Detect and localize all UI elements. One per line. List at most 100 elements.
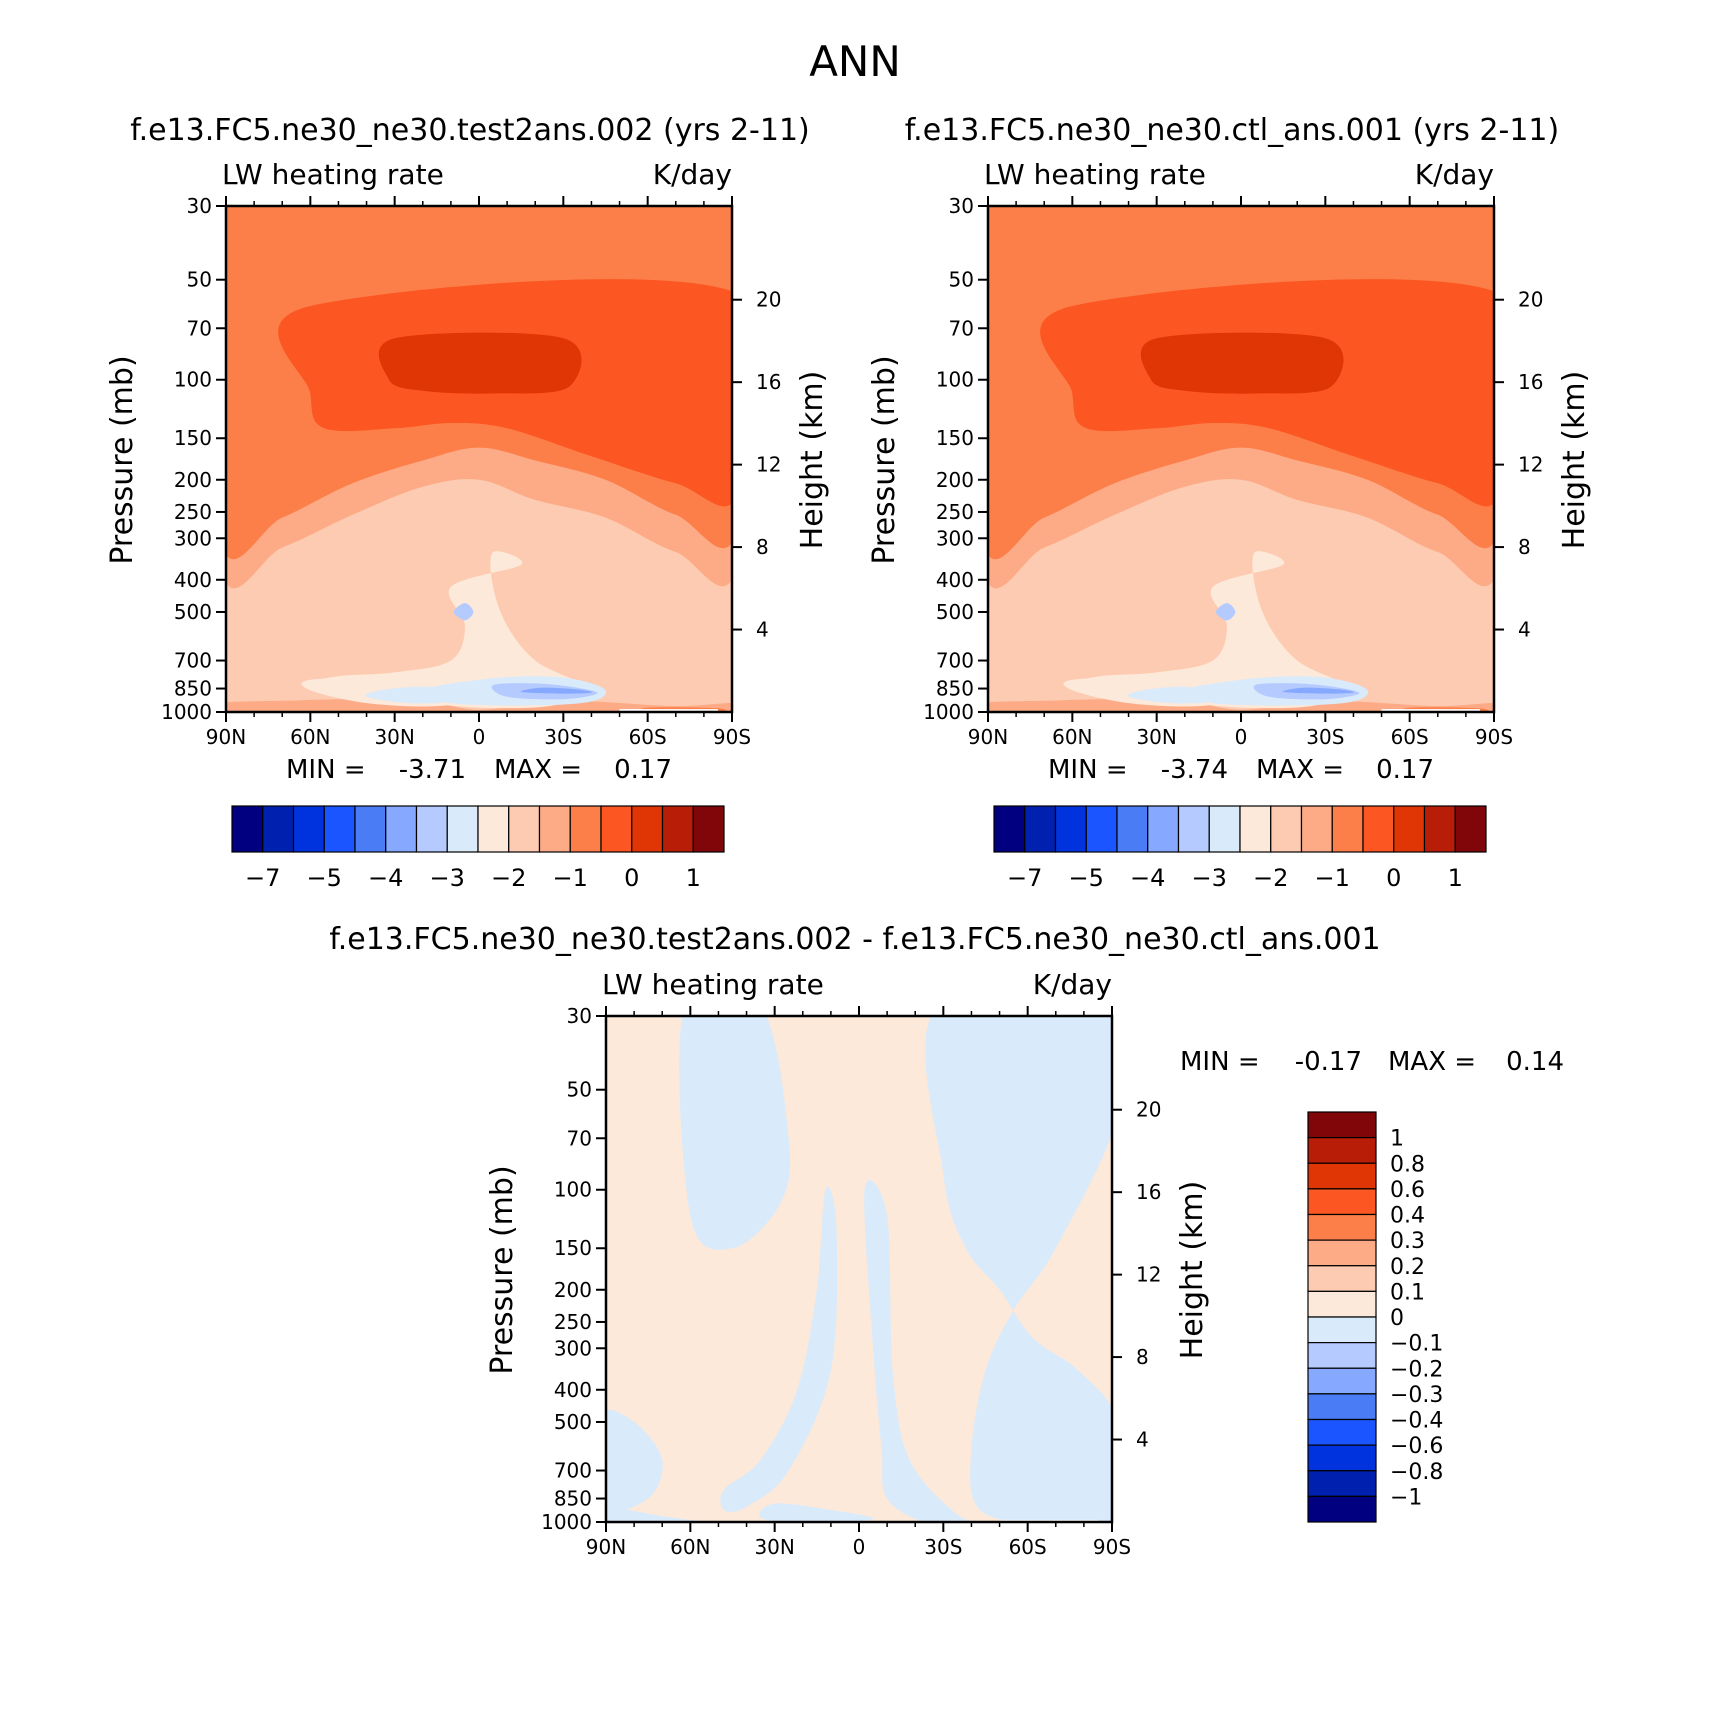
y-tick-label: 500: [554, 1410, 592, 1434]
colorbar-swatch: [262, 805, 295, 853]
colorbar-label: −0.6: [1390, 1434, 1443, 1459]
y-tick-label: 30: [567, 1004, 592, 1028]
y2-tick-label: 12: [1136, 1263, 1161, 1287]
y2-tick-label: 12: [1518, 453, 1543, 477]
panel-diff-max-value: 0.14: [1506, 1047, 1564, 1077]
panel-diff-ylabel: Pressure (mb): [485, 1165, 520, 1374]
colorbar-label: 0.1: [1390, 1280, 1425, 1305]
contour-fill: [759, 1503, 874, 1522]
colorbar-swatch: [1307, 1239, 1377, 1267]
contour-fill: [925, 1016, 1112, 1522]
y-tick-label: 70: [949, 316, 974, 340]
y-tick-label: 100: [554, 1178, 592, 1202]
y-tick-label: 1000: [541, 1510, 592, 1534]
contour-fill: [1140, 332, 1344, 394]
y-tick-label: 300: [554, 1336, 592, 1360]
panel-diff-min-label: MIN =: [1180, 1047, 1260, 1077]
x-tick-label: 60N: [1052, 725, 1092, 749]
colorbar-swatch: [1147, 805, 1180, 853]
colorbar-label: 0: [1386, 864, 1401, 892]
y-tick-label: 850: [554, 1487, 592, 1511]
contour-fill: [226, 699, 732, 712]
panel-test-field: [226, 206, 732, 712]
colorbar-swatch: [1116, 805, 1149, 853]
colorbar-label: −0.2: [1390, 1357, 1443, 1382]
colorbar-swatch: [1239, 805, 1272, 853]
x-tick-label: 30S: [924, 1535, 962, 1559]
y-tick-label: 500: [174, 600, 212, 624]
panel-ctl-axes: 90N 60N 30N 0 30S 60S 90S 30 50 70 100 150 200 250300…: [923, 194, 1543, 749]
colorbar-swatch: [354, 805, 387, 853]
y-tick-label: 850: [174, 677, 212, 701]
colorbar-label: −0.8: [1390, 1460, 1443, 1485]
panel-ctl-min-value: -3.74: [1161, 755, 1228, 785]
y-tick-label: 400: [174, 568, 212, 592]
y2-tick-label: 8: [1518, 535, 1531, 559]
contour-fill: [1215, 603, 1236, 621]
contour-fill: [310, 551, 593, 709]
colorbar-swatch: [1331, 805, 1364, 853]
panel-test-right-string: K/day: [653, 158, 732, 191]
y-tick-label: 700: [174, 649, 212, 673]
panel-diff-field: [606, 1016, 1112, 1522]
panel-diff-max-label: MAX =: [1388, 1047, 1476, 1077]
x-tick-label: 60S: [1009, 1535, 1047, 1559]
colorbar-label: −0.3: [1390, 1383, 1443, 1408]
colorbar-swatch: [1270, 805, 1303, 853]
y2-tick-label: 4: [756, 618, 769, 642]
x-tick-label: 30S: [1306, 725, 1344, 749]
y2-tick-label: 8: [1136, 1345, 1149, 1369]
colorbar-swatch: [1307, 1367, 1377, 1395]
y2-tick-label: 4: [1136, 1428, 1149, 1452]
y2-tick-label: 4: [1518, 618, 1531, 642]
colorbar-swatch: [292, 805, 325, 853]
colorbar-swatch: [631, 805, 664, 853]
panel-test-max-value: 0.17: [614, 755, 672, 785]
colorbar-label: 1: [686, 864, 701, 892]
colorbar-label: −5: [1069, 864, 1104, 892]
contour-fill: [606, 1506, 704, 1522]
colorbar-swatch: [508, 805, 541, 853]
colorbar-label: −0.4: [1390, 1409, 1443, 1434]
x-tick-label: 30N: [1136, 725, 1176, 749]
y-tick-label: 70: [187, 316, 212, 340]
colorbar-swatch: [477, 805, 510, 853]
panel-test-left-string: LW heating rate: [222, 158, 444, 191]
contour-fill: [864, 1180, 976, 1522]
x-tick-label: 90N: [968, 725, 1008, 749]
x-tick-label: 0: [1235, 725, 1248, 749]
panel-ctl-colorbar: −7 −5 −4 −3 −2 −1 0 1: [993, 805, 1487, 892]
colorbar-swatch: [538, 805, 571, 853]
missing-data-patch: [619, 709, 718, 712]
panel-test-min-value: -3.71: [399, 755, 466, 785]
y-tick-label: 400: [936, 568, 974, 592]
y-tick-label: 400: [554, 1378, 592, 1402]
colorbar-label: −3: [430, 864, 465, 892]
colorbar-label: −7: [1007, 864, 1042, 892]
y-tick-label: 200: [936, 468, 974, 492]
y2-tick-label: 20: [756, 288, 781, 312]
panel-test-title: f.e13.FC5.ne30_ne30.test2ans.002 (yrs 2-…: [130, 113, 810, 148]
colorbar-swatch: [1300, 805, 1333, 853]
colorbar-label: −5: [307, 864, 342, 892]
colorbar-label: 0.8: [1390, 1152, 1425, 1177]
colorbar-swatch: [1307, 1470, 1377, 1497]
colorbar-swatch: [993, 805, 1026, 853]
y2-tick-label: 16: [756, 370, 781, 394]
x-tick-label: 60S: [629, 725, 667, 749]
colorbar-swatch: [1307, 1316, 1377, 1344]
colorbar-swatch: [569, 805, 602, 853]
panel-diff-left-string: LW heating rate: [602, 968, 824, 1001]
x-tick-label: 90S: [713, 725, 751, 749]
contour-fill: [1127, 686, 1229, 704]
colorbar-swatch: [1307, 1162, 1377, 1190]
y2-tick-label: 16: [1136, 1180, 1161, 1204]
colorbar-label: −4: [1130, 864, 1165, 892]
panel-test-ylabel: Pressure (mb): [105, 355, 140, 564]
panel-ctl-ylabel: Pressure (mb): [867, 355, 902, 564]
x-tick-label: 60N: [670, 1535, 710, 1559]
y-tick-label: 100: [174, 368, 212, 392]
colorbar-label: −7: [245, 864, 280, 892]
x-tick-label: 0: [853, 1535, 866, 1559]
